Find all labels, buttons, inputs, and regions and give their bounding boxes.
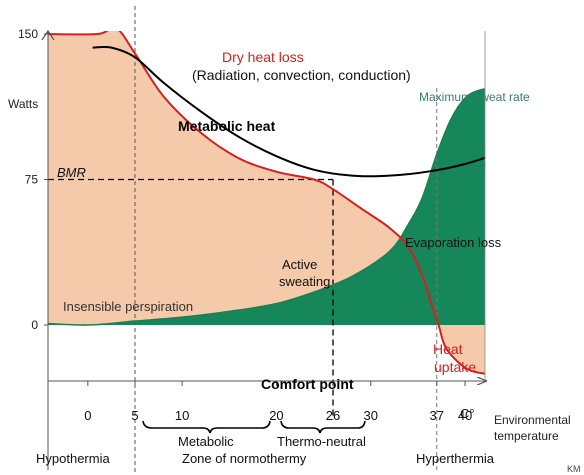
active-sweating-label-line2: sweating <box>279 274 330 289</box>
insensible-perspiration-label: Insensible perspiration <box>63 299 193 314</box>
dry-heat-loss-detail-label: (Radiation, convection, conduction) <box>192 67 411 83</box>
x-axis-label-line1: Environmental <box>494 413 571 427</box>
thermo-neutral-zone-brace <box>280 420 366 434</box>
comfort-point-label: Comfort point <box>261 376 354 392</box>
x-tick-label: 20 <box>269 408 283 423</box>
x-tick-label: 0 <box>84 408 91 423</box>
hyperthermia-zone-label: Hyperthermia <box>416 451 495 466</box>
x-tick-label: 40 <box>458 408 472 423</box>
x-tick-label: 37 <box>430 408 444 423</box>
author-mark: KM <box>567 464 581 474</box>
y-tick-label: 0 <box>31 318 38 332</box>
temperature-unit-label: C° <box>460 406 475 421</box>
bmr-label: BMR <box>57 165 86 180</box>
area-layer <box>48 31 485 374</box>
normothermy-zone-label: Zone of normothermy <box>182 451 307 466</box>
y-tick-label: 75 <box>25 173 39 187</box>
metabolic-heat-label: Metabolic heat <box>178 118 276 134</box>
x-tick-label: 30 <box>364 408 378 423</box>
evaporation-loss-label: Evaporation loss <box>405 235 502 250</box>
x-tick-label: 10 <box>175 408 189 423</box>
metabolic-heat-line <box>92 45 485 178</box>
heat-uptake-label-line1: Heat <box>433 341 463 357</box>
y-axis-label: Watts <box>8 97 38 111</box>
thermo-neutral-zone-label: Thermo-neutral <box>277 434 366 449</box>
x-tick-label: 5 <box>131 408 138 423</box>
active-sweating-label-line1: Active <box>282 257 317 272</box>
x-axis-label-line2: temperature <box>494 429 559 443</box>
metabolic-zone-brace <box>142 420 271 434</box>
hypothermia-zone-label: Hypothermia <box>36 451 110 466</box>
evaporation-loss-line <box>48 88 485 326</box>
heat-uptake-label-line2: uptake <box>434 359 476 375</box>
line-layer <box>48 31 485 375</box>
x-tick-label: 26 <box>326 408 340 423</box>
evaporation-loss-area <box>48 88 485 326</box>
dry-heat-loss-label: Dry heat loss <box>222 49 304 65</box>
metabolic-zone-label: Metabolic <box>178 434 234 449</box>
max-sweat-rate-label: Maximum sweat rate <box>419 90 530 104</box>
y-tick-label: 150 <box>18 27 38 41</box>
y-axis-arrowhead <box>41 29 55 41</box>
dry-heat-loss-line <box>48 31 485 375</box>
tick-layer: 0 5 10 20 26 30 37 40 0 75 150 <box>18 27 472 423</box>
